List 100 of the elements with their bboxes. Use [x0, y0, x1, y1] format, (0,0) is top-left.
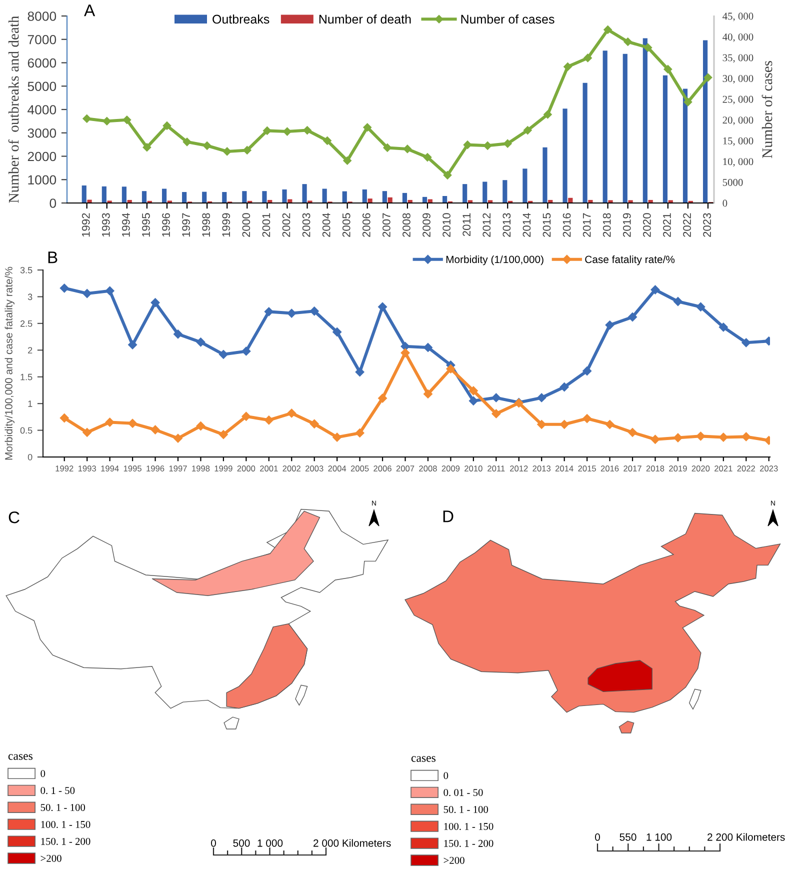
x-tick-label: 1996	[162, 213, 170, 237]
x-tick-label: 2007	[382, 213, 390, 237]
y-tick-label: 2000	[28, 152, 56, 162]
legend-label: Number of death	[319, 14, 411, 24]
y-tick-label: 2	[28, 347, 32, 354]
x-tick-label: 2018	[602, 213, 611, 237]
y-tick-label: 6000	[28, 58, 56, 68]
x-tick-label: 2003	[302, 213, 310, 237]
legend-label: 0. 1 - 50	[40, 787, 75, 794]
x-tick-label: 2007	[396, 466, 414, 472]
text: 1 100	[646, 833, 672, 841]
y2-tick-label: 10, 000	[723, 158, 754, 167]
text: 550	[620, 833, 636, 841]
text: C	[8, 511, 20, 524]
legend-label: 50. 1 - 100	[40, 804, 86, 812]
x-tick-label: 2015	[578, 466, 596, 472]
x-tick-label: 2018	[646, 466, 664, 472]
y2-tick-label: 40, 000	[722, 33, 754, 42]
x-tick-label: 2008	[419, 466, 437, 472]
x-tick-label: 1993	[102, 213, 110, 237]
y-axis-title: Number of outbreaks and death	[8, 16, 19, 203]
text: D	[443, 510, 454, 522]
text: 2 200 Kilometers	[708, 833, 785, 841]
legend-label: Morbidity (1/100,000)	[446, 255, 544, 266]
legend-title: cases	[411, 756, 436, 762]
x-tick-label: 2012	[510, 466, 528, 472]
y-tick-label: 3000	[28, 128, 56, 138]
x-tick-label: 2015	[542, 213, 551, 237]
x-tick-label: 1997	[169, 466, 187, 472]
x-tick-label: 2010	[464, 466, 482, 472]
y-tick-label: 4000	[28, 105, 56, 114]
y-tick-label: 8000	[28, 12, 56, 21]
x-tick-label: 2020	[692, 466, 710, 472]
x-tick-label: 2016	[562, 213, 571, 237]
x-tick-label: 2004	[322, 213, 330, 237]
x-tick-label: 2023	[703, 213, 711, 237]
x-tick-label: 2009	[422, 213, 430, 237]
x-tick-label: 2002	[282, 466, 300, 472]
x-tick-label: 2016	[600, 466, 619, 472]
y2-tick-label: 5000	[722, 178, 743, 186]
y-tick-label: 1	[28, 400, 32, 407]
y2-tick-label: 45, 000	[722, 12, 754, 22]
y2-tick-label: 35, 000	[722, 54, 754, 63]
x-tick-label: 2020	[642, 213, 651, 237]
y-tick-label: 0	[50, 198, 56, 208]
x-tick-label: 1994	[122, 213, 130, 237]
y2-tick-label: 20, 000	[722, 116, 754, 126]
legend-label: Number of cases	[461, 14, 554, 24]
legend-label: 100. 1 - 150	[444, 822, 494, 830]
x-tick-label: 2000	[237, 466, 256, 472]
x-tick-label: 2019	[669, 466, 687, 472]
x-tick-label: 1999	[222, 213, 230, 237]
x-tick-label: 2000	[242, 213, 250, 237]
y-tick-label: 0	[28, 454, 32, 460]
x-tick-label: 2002	[282, 213, 290, 237]
x-tick-label: 2006	[374, 466, 392, 472]
x-tick-label: 1994	[101, 466, 119, 472]
x-tick-label: 2003	[306, 466, 324, 472]
x-tick-label: 2019	[622, 213, 631, 237]
text: 0	[211, 839, 216, 847]
legend-label: 50. 1 - 100	[444, 806, 488, 814]
x-tick-label: 1998	[202, 213, 210, 237]
x-tick-label: 2011	[488, 466, 505, 472]
x-tick-label: 2005	[342, 213, 350, 237]
legend-label: Outbreaks	[212, 14, 270, 24]
text: 1 000	[258, 839, 283, 847]
legend-label: 0. 01 - 50	[444, 789, 483, 796]
x-tick-label: 2008	[402, 213, 410, 237]
x-tick-label: 2006	[362, 213, 370, 237]
x-tick-label: 2014	[555, 466, 574, 472]
x-tick-label: 2022	[737, 466, 755, 472]
y-tick-label: 7000	[28, 34, 56, 44]
x-tick-label: 2010	[442, 213, 450, 237]
y2-axis-title: Number of cases	[762, 61, 772, 158]
x-tick-label: 2017	[582, 213, 591, 237]
y2-tick-label: 25, 000	[722, 96, 754, 104]
y2-tick-label: 15, 000	[723, 137, 754, 146]
y-tick-label: 5000	[28, 82, 56, 92]
legend-label: 150. 1 - 200	[41, 838, 90, 845]
y2-tick-label: 30, 000	[722, 75, 754, 84]
x-tick-label: 1998	[192, 466, 210, 472]
legend-label: >200	[444, 856, 464, 864]
x-tick-label: 2021	[714, 466, 732, 472]
x-tick-label: 2009	[442, 466, 460, 472]
legend-label: >200	[40, 854, 62, 862]
x-tick-label: 1993	[78, 466, 96, 472]
x-tick-label: 1995	[142, 213, 150, 237]
x-tick-label: 2022	[683, 213, 691, 237]
y-tick-label: 1.5	[20, 374, 32, 380]
legend-title: cases	[8, 754, 32, 760]
x-tick-label: 2001	[260, 466, 278, 472]
legend-label: 100. 1 - 150	[41, 820, 90, 828]
text: 2 000 Kilometers	[314, 839, 391, 847]
chart-title: B	[48, 252, 58, 264]
legend-label: Case fatality rate/%	[585, 255, 675, 266]
x-tick-label: 2013	[532, 466, 551, 472]
x-tick-label: 2005	[350, 466, 369, 472]
x-tick-label: 2017	[624, 466, 642, 472]
x-tick-label: 2014	[522, 213, 531, 237]
x-tick-label: 2013	[502, 213, 511, 237]
